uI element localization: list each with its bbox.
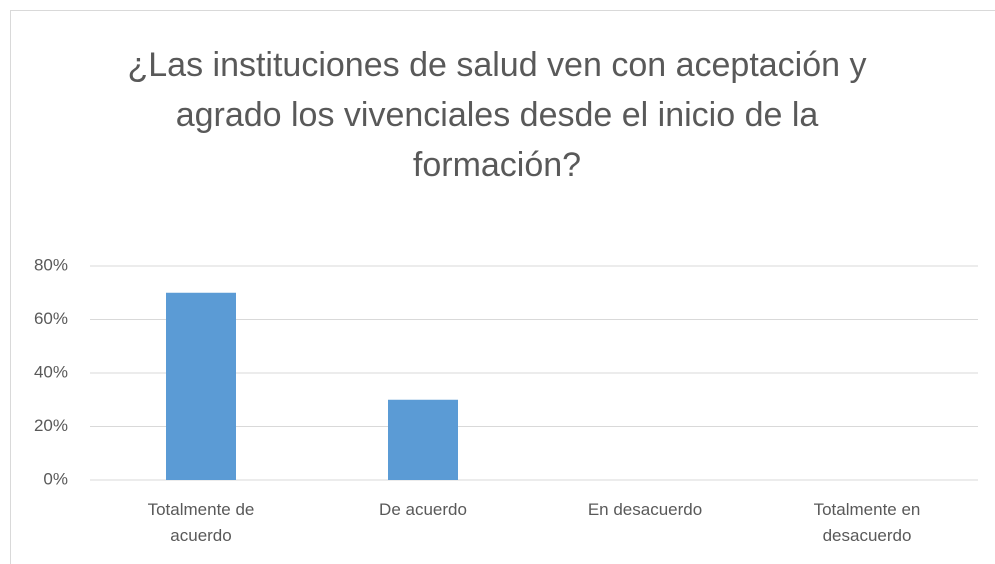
- bar: [166, 292, 236, 480]
- chart-title: ¿Las instituciones de salud ven con acep…: [127, 46, 867, 184]
- y-tick-label: 20%: [34, 416, 68, 435]
- x-tick-label: Totalmente de acuerdo: [147, 500, 255, 545]
- x-tick-label: Totalmente en desacuerdo: [813, 500, 921, 545]
- y-tick-label: 80%: [34, 255, 68, 274]
- y-tick-label: 60%: [34, 309, 68, 328]
- y-tick-label: 0%: [43, 469, 68, 488]
- x-tick-label: En desacuerdo: [587, 500, 703, 519]
- y-tick-label: 40%: [34, 362, 68, 381]
- bar: [388, 399, 458, 480]
- chart-border: [10, 10, 995, 564]
- x-tick-label: De acuerdo: [379, 500, 467, 519]
